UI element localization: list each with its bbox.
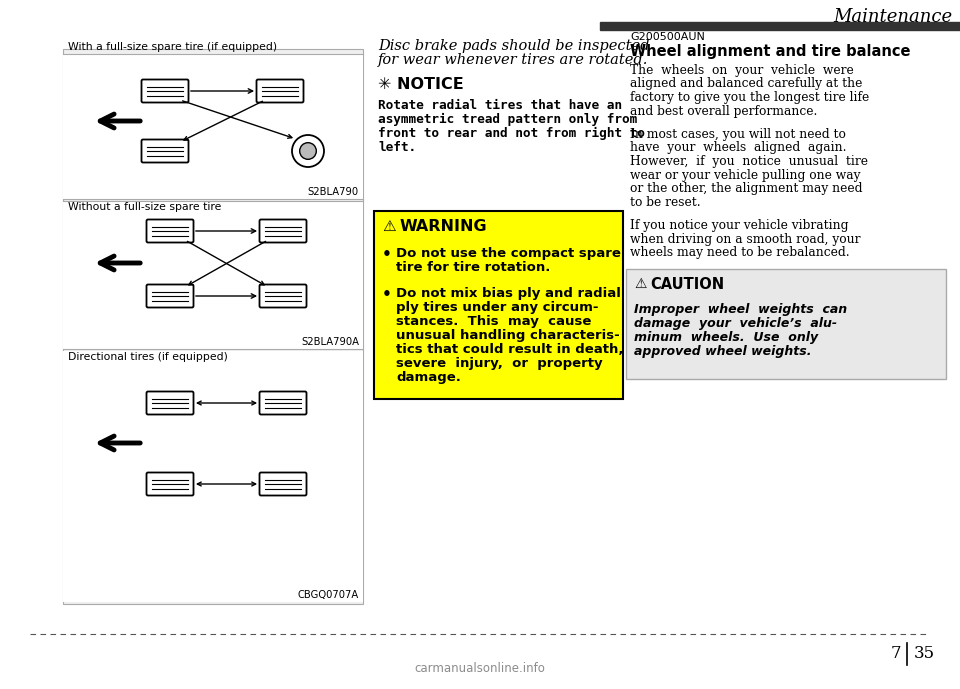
FancyBboxPatch shape: [141, 139, 188, 163]
Text: have  your  wheels  aligned  again.: have your wheels aligned again.: [630, 141, 847, 154]
Text: 35: 35: [913, 646, 935, 663]
Bar: [63, 201, 363, 349]
Text: aligned and balanced carefully at the: aligned and balanced carefully at the: [630, 77, 862, 90]
Text: unusual handling characteris-: unusual handling characteris-: [396, 329, 620, 342]
Text: Wheel alignment and tire balance: Wheel alignment and tire balance: [630, 44, 910, 59]
Text: In most cases, you will not need to: In most cases, you will not need to: [630, 128, 846, 141]
Text: ply tires under any circum-: ply tires under any circum-: [396, 301, 598, 314]
Text: minum  wheels.  Use  only: minum wheels. Use only: [634, 331, 818, 344]
Text: The  wheels  on  your  vehicle  were: The wheels on your vehicle were: [630, 64, 853, 77]
Text: approved wheel weights.: approved wheel weights.: [634, 345, 811, 358]
Text: to be reset.: to be reset.: [630, 196, 701, 209]
Text: Disc brake pads should be inspected: Disc brake pads should be inspected: [378, 39, 650, 53]
Bar: [374, 211, 623, 399]
FancyBboxPatch shape: [256, 79, 303, 103]
Text: for wear whenever tires are rotated.: for wear whenever tires are rotated.: [378, 53, 648, 67]
Text: S2BLA790A: S2BLA790A: [301, 337, 359, 347]
Text: stances.  This  may  cause: stances. This may cause: [396, 315, 591, 328]
Text: Do not use the compact spare: Do not use the compact spare: [396, 247, 621, 260]
Text: ✳ NOTICE: ✳ NOTICE: [378, 77, 464, 92]
Text: Do not mix bias ply and radial: Do not mix bias ply and radial: [396, 287, 621, 300]
Text: •: •: [382, 287, 392, 302]
Text: carmanualsonline.info: carmanualsonline.info: [415, 663, 545, 675]
FancyBboxPatch shape: [147, 473, 194, 495]
FancyBboxPatch shape: [141, 79, 188, 103]
Text: If you notice your vehicle vibrating: If you notice your vehicle vibrating: [630, 219, 849, 232]
Text: G200500AUN: G200500AUN: [630, 32, 705, 42]
FancyBboxPatch shape: [147, 285, 194, 307]
Text: ⚠: ⚠: [382, 219, 396, 234]
FancyBboxPatch shape: [259, 285, 306, 307]
Text: factory to give you the longest tire life: factory to give you the longest tire lif…: [630, 91, 869, 104]
Text: front to rear and not from right to: front to rear and not from right to: [378, 127, 645, 140]
Text: ⚠: ⚠: [634, 277, 646, 291]
Text: and best overall performance.: and best overall performance.: [630, 105, 817, 118]
Text: Improper  wheel  weights  can: Improper wheel weights can: [634, 303, 847, 316]
Text: left.: left.: [378, 141, 416, 154]
FancyBboxPatch shape: [259, 220, 306, 243]
Text: severe  injury,  or  property: severe injury, or property: [396, 357, 603, 370]
Text: asymmetric tread pattern only from: asymmetric tread pattern only from: [378, 113, 637, 126]
Text: when driving on a smooth road, your: when driving on a smooth road, your: [630, 232, 860, 245]
Text: Directional tires (if equipped): Directional tires (if equipped): [68, 352, 228, 362]
Text: S2BLA790: S2BLA790: [308, 187, 359, 197]
Text: 7: 7: [891, 646, 901, 663]
Text: wheels may need to be rebalanced.: wheels may need to be rebalanced.: [630, 246, 850, 259]
Text: tire for tire rotation.: tire for tire rotation.: [396, 261, 550, 274]
Text: However,  if  you  notice  unusual  tire: However, if you notice unusual tire: [630, 155, 868, 168]
Text: Rotate radial tires that have an: Rotate radial tires that have an: [378, 99, 622, 112]
Text: Without a full-size spare tire: Without a full-size spare tire: [68, 202, 222, 212]
Text: CAUTION: CAUTION: [650, 277, 724, 292]
Bar: [63, 49, 363, 604]
FancyBboxPatch shape: [259, 391, 306, 415]
FancyBboxPatch shape: [259, 473, 306, 495]
Bar: [63, 351, 363, 602]
Text: damage  your  vehicle’s  alu-: damage your vehicle’s alu-: [634, 317, 837, 330]
Circle shape: [292, 135, 324, 167]
Circle shape: [300, 143, 317, 159]
Text: tics that could result in death,: tics that could result in death,: [396, 343, 623, 356]
Text: or the other, the alignment may need: or the other, the alignment may need: [630, 182, 862, 195]
Text: Maintenance: Maintenance: [833, 8, 952, 26]
Text: WARNING: WARNING: [400, 219, 488, 234]
Text: CBGQ0707A: CBGQ0707A: [298, 590, 359, 600]
Text: With a full-size spare tire (if equipped): With a full-size spare tire (if equipped…: [68, 42, 277, 52]
FancyBboxPatch shape: [147, 391, 194, 415]
Text: •: •: [382, 247, 392, 262]
Bar: [626, 269, 946, 379]
Bar: [63, 54, 363, 199]
Bar: [600, 22, 960, 30]
Text: damage.: damage.: [396, 371, 461, 384]
Text: wear or your vehicle pulling one way: wear or your vehicle pulling one way: [630, 169, 860, 181]
FancyBboxPatch shape: [147, 220, 194, 243]
